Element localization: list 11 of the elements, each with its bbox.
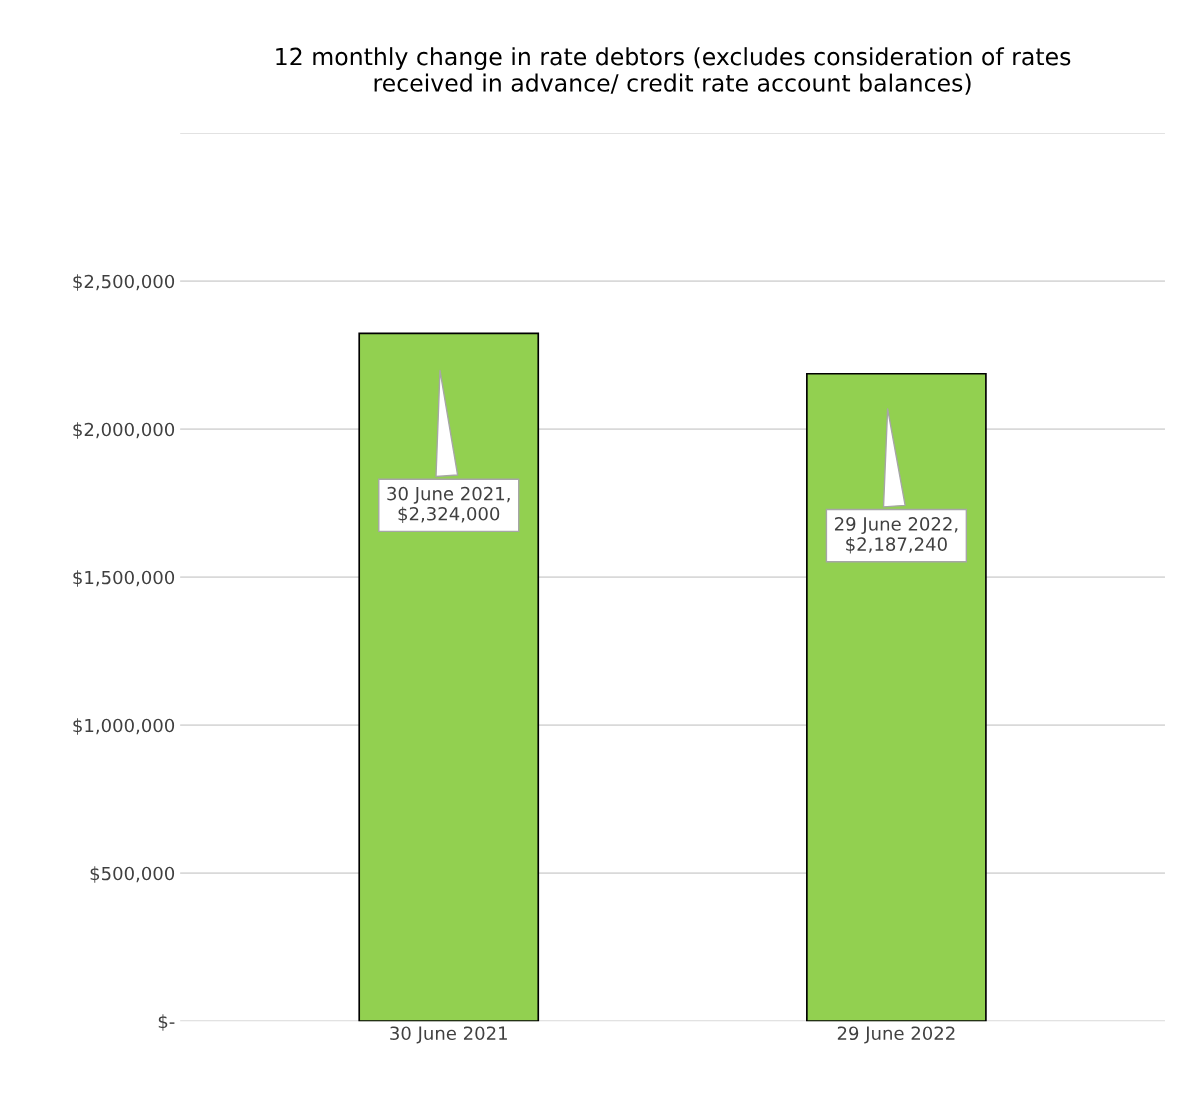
y-tick-label: $1,500,000 (73, 570, 175, 587)
y-tick-label: $1,000,000 (73, 718, 175, 735)
chart-title: 12 monthly change in rate debtors (excludes consideration of rates received in advance/ credit rate account balances) (276, 47, 1071, 95)
y-tick-label: $500,000 (90, 866, 175, 883)
y-tick-label: $- (158, 1014, 175, 1031)
y-tick-label: $2,500,000 (73, 274, 175, 291)
data-label: 30 June 2021, $2,324,000 (387, 486, 510, 524)
x-tick-label: 30 June 2021 (390, 1026, 507, 1044)
data-label: 29 June 2022, $2,187,240 (834, 517, 958, 554)
y-tick-label: $2,000,000 (73, 422, 175, 439)
x-tick-label: 29 June 2022 (837, 1026, 955, 1044)
